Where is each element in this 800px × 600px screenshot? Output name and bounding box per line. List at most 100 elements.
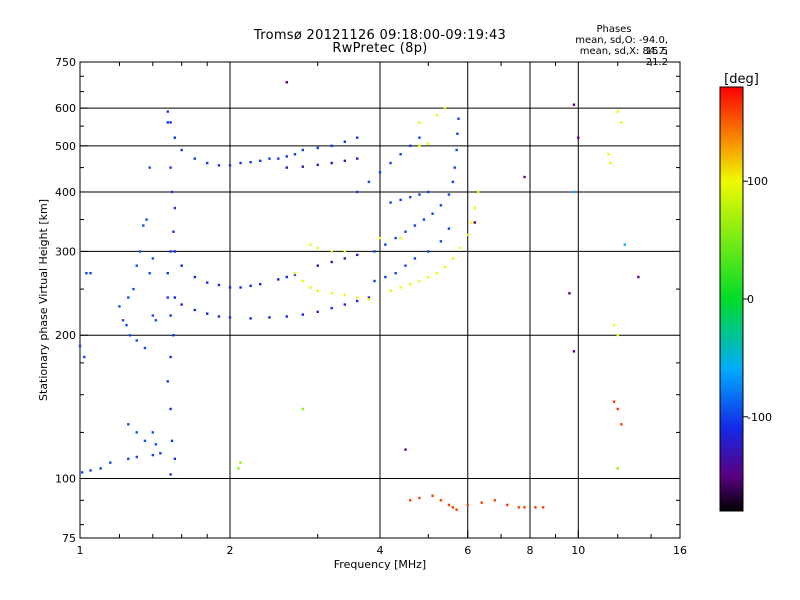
data-point xyxy=(170,190,174,194)
data-point xyxy=(447,227,451,230)
colorbar-tick-label: -100 xyxy=(747,411,772,424)
data-point xyxy=(439,204,443,207)
data-point xyxy=(572,190,576,194)
data-point xyxy=(316,246,319,250)
data-point xyxy=(330,161,333,165)
data-point xyxy=(367,180,371,184)
data-point xyxy=(389,289,392,292)
phases-heading: Phases xyxy=(596,24,632,35)
data-point xyxy=(180,264,183,267)
data-point xyxy=(205,281,209,284)
data-point xyxy=(135,339,138,342)
data-point xyxy=(427,250,430,253)
x-tick-label: 16 xyxy=(673,544,687,557)
data-point xyxy=(169,407,172,411)
data-point xyxy=(180,303,183,306)
data-point xyxy=(435,113,438,117)
data-point xyxy=(316,289,319,292)
data-point xyxy=(439,240,443,243)
data-point xyxy=(249,284,252,288)
data-point xyxy=(285,166,288,169)
data-point xyxy=(439,499,443,502)
data-point xyxy=(470,221,473,224)
data-point xyxy=(301,407,305,411)
data-point xyxy=(616,407,619,411)
data-point xyxy=(78,344,82,348)
data-point xyxy=(301,148,305,152)
data-point xyxy=(330,306,333,310)
data-point xyxy=(166,380,169,383)
data-point xyxy=(138,250,142,253)
x-tick-label: 4 xyxy=(377,544,384,557)
data-point xyxy=(154,319,158,322)
data-point xyxy=(293,153,297,156)
data-point xyxy=(394,272,397,275)
data-point xyxy=(435,272,438,275)
data-point xyxy=(127,457,130,461)
data-point xyxy=(125,323,128,327)
data-point xyxy=(409,283,412,286)
data-point xyxy=(616,467,619,470)
data-point xyxy=(399,286,402,289)
data-point xyxy=(418,144,421,148)
data-point xyxy=(285,315,288,318)
data-point xyxy=(169,250,172,253)
data-point xyxy=(517,506,521,509)
y-tick-label: 300 xyxy=(55,245,76,258)
data-point xyxy=(409,144,412,148)
data-points xyxy=(78,81,640,511)
data-point xyxy=(418,279,421,283)
data-point xyxy=(166,110,169,113)
data-point xyxy=(637,275,640,279)
data-point xyxy=(447,503,451,507)
x-tick-label: 1 xyxy=(77,544,84,557)
y-tick-label: 100 xyxy=(55,473,76,486)
data-point xyxy=(456,132,459,135)
data-point xyxy=(151,453,155,457)
data-point xyxy=(367,296,371,299)
data-point xyxy=(217,283,221,287)
data-point xyxy=(523,175,526,179)
data-point xyxy=(127,423,130,426)
data-point xyxy=(384,275,387,279)
data-point xyxy=(431,212,434,215)
data-point xyxy=(316,310,319,314)
y-axis-label: Stationary phase Virtual Height [km] xyxy=(37,199,50,401)
data-point xyxy=(378,171,382,174)
data-point xyxy=(355,299,359,303)
data-point xyxy=(166,121,169,124)
data-point xyxy=(343,159,347,163)
data-point xyxy=(505,503,509,507)
data-point xyxy=(523,506,526,509)
data-point xyxy=(427,190,430,194)
data-point xyxy=(572,103,576,106)
x-axis-label: Frequency [MHz] xyxy=(334,558,426,571)
data-point xyxy=(399,198,402,202)
data-point xyxy=(239,161,242,165)
data-point xyxy=(99,467,102,470)
data-point xyxy=(293,273,297,276)
data-point xyxy=(83,355,86,359)
data-point xyxy=(301,279,305,283)
data-point xyxy=(237,467,240,470)
data-point xyxy=(148,166,151,169)
data-point xyxy=(173,206,177,210)
data-point xyxy=(193,157,197,160)
data-point xyxy=(493,499,497,502)
data-point xyxy=(568,292,571,295)
data-point xyxy=(135,264,138,267)
data-point xyxy=(343,293,347,297)
data-point xyxy=(409,499,412,502)
data-point xyxy=(480,501,483,504)
data-point xyxy=(413,257,417,260)
data-point xyxy=(301,313,305,316)
data-point xyxy=(459,246,462,250)
data-point xyxy=(143,439,147,443)
data-point xyxy=(343,140,347,143)
data-point xyxy=(399,153,402,156)
data-point xyxy=(394,236,397,240)
data-point xyxy=(431,494,434,497)
data-point xyxy=(154,443,158,446)
data-point xyxy=(418,136,421,139)
